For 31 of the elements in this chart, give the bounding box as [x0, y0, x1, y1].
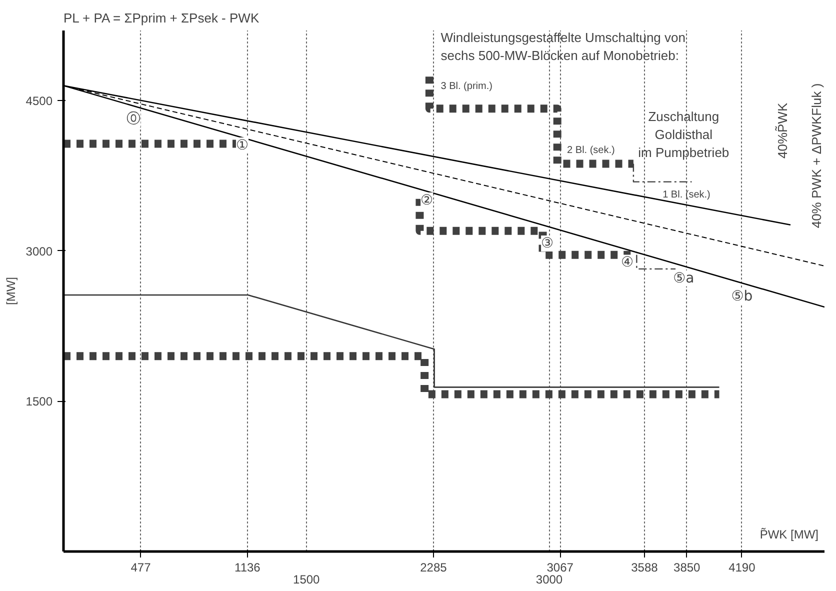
- annotation: im Pumpbetrieb: [638, 145, 730, 160]
- x-tick-label: 1136: [234, 560, 261, 574]
- x-tick-label: 477: [130, 560, 152, 574]
- y-tick-label: 4500: [26, 94, 53, 108]
- annotation: ①: [236, 137, 249, 154]
- x2-tick-label: 3000: [536, 572, 563, 586]
- annotation: 40%P̃WK: [774, 102, 790, 159]
- annotation: 3 Bl. (prim.): [440, 81, 492, 92]
- annotation: ⑤b: [731, 288, 753, 305]
- x-axis-title: P̃WK [MW]: [760, 528, 819, 542]
- annotation: 2 Bl. (sek.): [567, 145, 615, 156]
- annotation: 1 Bl. (sek.): [662, 189, 710, 200]
- x-tick-label: 3067: [546, 560, 574, 574]
- annotation: ③: [541, 236, 554, 252]
- annotation: ⑤a: [673, 270, 694, 286]
- x-tick-label: 3588: [631, 560, 658, 574]
- y-tick-label: 1500: [26, 394, 53, 409]
- annotation: ②: [420, 192, 434, 208]
- y-tick-label: 3000: [26, 244, 53, 258]
- annotation: 40% PWK + ΔPWKFluk ): [808, 83, 824, 228]
- y-axis-title: [MW]: [4, 276, 18, 305]
- annotation: ⓪: [126, 110, 141, 127]
- x-tick-label: 2285: [420, 560, 448, 574]
- x2-tick-label: 1500: [293, 572, 320, 586]
- chart-title: PL + PA = ΣPprim + ΣPsek - PWK: [64, 10, 260, 26]
- annotation: Goldisthal: [654, 127, 713, 142]
- x-tick-label: 4190: [728, 560, 756, 574]
- x-tick-label: 3850: [674, 560, 701, 574]
- annotation: Windleistungsgestaffelte Umschaltung von: [440, 30, 686, 46]
- annotation: Zuschaltung: [648, 109, 720, 124]
- annotation: sechs 500-MW-Blöcken auf Monobetrieb:: [440, 48, 679, 64]
